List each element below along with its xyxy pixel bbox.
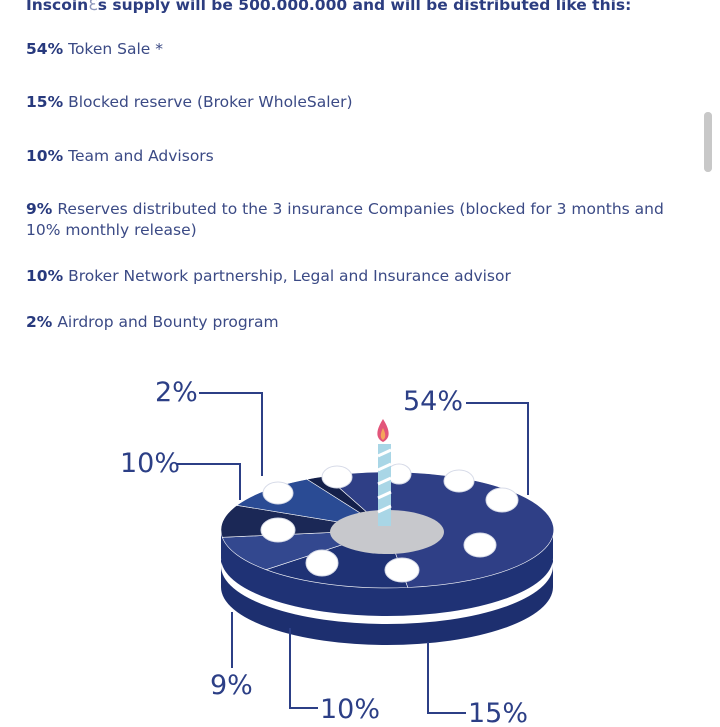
item-percent: 10% (26, 267, 64, 285)
item-label: Team and Advisors (68, 147, 214, 165)
text-cursor-icon: ℇ (88, 0, 98, 14)
cream-dollops (260, 463, 519, 583)
candle-stripes (377, 448, 392, 514)
leader-line-15pct (427, 642, 466, 714)
item-label: Reserves distributed to the 3 insurance … (26, 200, 664, 239)
candle-flame-core (380, 428, 386, 440)
list-item: 2% Airdrop and Bounty program (26, 312, 686, 333)
cream-dollop (321, 465, 353, 489)
leader-line-10pct-left (176, 463, 241, 500)
leader-line-10pct-bottom (289, 628, 318, 709)
callout-lines (176, 392, 529, 714)
list-item: 9% Reserves distributed to the 3 insuranc… (26, 199, 686, 241)
list-item: 10% Team and Advisors (26, 146, 686, 167)
chart-label-15pct: 15% (468, 698, 528, 727)
cream-dollop (443, 469, 475, 493)
cake-center-plate (330, 510, 444, 554)
item-label: Airdrop and Bounty program (57, 313, 279, 331)
item-label: Token Sale * (68, 40, 163, 58)
cream-dollop (260, 517, 296, 543)
cream-dollop (463, 532, 497, 558)
list-item: 10% Broker Network partnership, Legal and… (26, 266, 686, 287)
distribution-heading: Inscoinℇs supply will be 500.000.000 and… (26, 0, 631, 14)
item-label: Broker Network partnership, Legal and In… (68, 267, 511, 285)
heading-text-2: supply will be 500.000.000 and will be d… (106, 0, 632, 14)
item-percent: 10% (26, 147, 64, 165)
item-percent: 54% (26, 40, 64, 58)
leader-line-2pct (199, 392, 263, 476)
chart-label-54pct: 54% (403, 386, 463, 417)
cream-dollop (305, 549, 339, 577)
item-percent: 2% (26, 313, 53, 331)
chart-label-10pct-left: 10% (120, 448, 180, 479)
item-percent: 9% (26, 200, 53, 218)
item-label: Blocked reserve (Broker WholeSaler) (68, 93, 353, 111)
chart-label-10pct-bottom: 10% (320, 694, 380, 725)
chart-label-9pct: 9% (210, 670, 253, 701)
chart-label-2pct: 2% (155, 377, 198, 408)
list-item: 54% Token Sale * (26, 39, 686, 60)
heading-glyph: s (97, 0, 107, 14)
cream-dollop (384, 557, 420, 583)
item-percent: 15% (26, 93, 64, 111)
heading-text-1: Inscoin (26, 0, 89, 14)
cream-dollop (485, 487, 519, 513)
cream-dollop (262, 481, 294, 505)
scrollbar[interactable] (704, 112, 712, 172)
scrollbar-thumb[interactable] (704, 112, 712, 172)
leader-line-54pct (466, 402, 529, 495)
list-item: 15% Blocked reserve (Broker WholeSaler) (26, 92, 686, 113)
